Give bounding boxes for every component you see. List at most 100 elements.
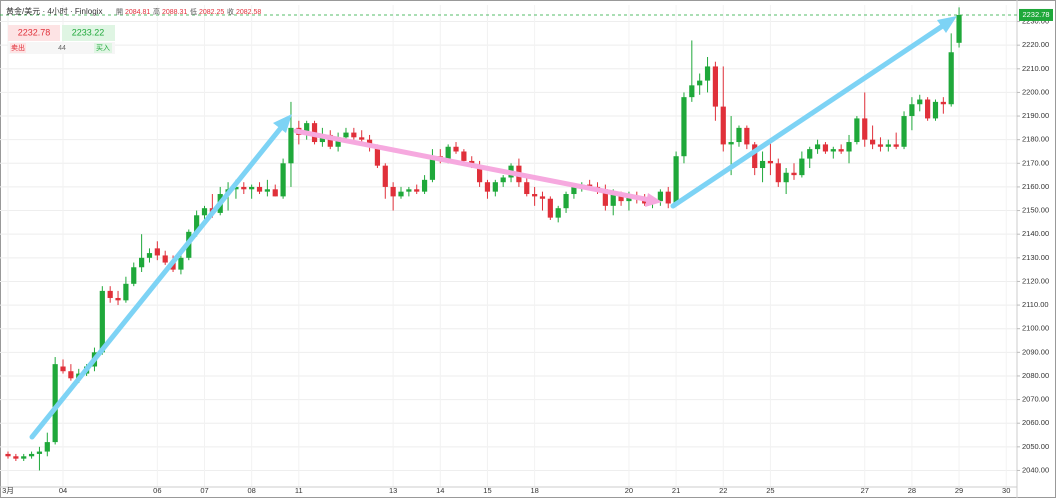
last-price-label: 2232.78 <box>1022 10 1049 19</box>
buy-tag[interactable] <box>94 43 112 53</box>
grid <box>0 5 1017 487</box>
candle-body <box>115 297 121 301</box>
candle-body <box>917 99 923 105</box>
y-tick-label: 2230.00 <box>1022 17 1049 26</box>
y-tick-label: 2220.00 <box>1022 40 1049 49</box>
x-tick-label: 04 <box>59 486 67 495</box>
candle-body <box>791 172 797 176</box>
y-tick-label: 2180.00 <box>1022 135 1049 144</box>
candle-body <box>178 257 184 270</box>
candle-body <box>862 118 868 140</box>
candle-body <box>901 116 907 147</box>
x-tick-label: 28 <box>908 486 916 495</box>
candle-body <box>822 144 829 152</box>
candle-body <box>610 194 616 206</box>
candle-body <box>571 186 577 195</box>
candle-body <box>940 101 946 105</box>
candle-body <box>814 144 821 150</box>
y-tick-label: 2200.00 <box>1022 87 1049 96</box>
candle-body <box>335 137 341 147</box>
arrow-head <box>937 16 957 33</box>
y-tick-label: 2210.00 <box>1022 64 1049 73</box>
candle-body <box>68 371 74 379</box>
candle-body <box>759 160 766 169</box>
y-tick-label: 2160.00 <box>1022 182 1049 191</box>
x-tick-label: 3月 <box>2 486 14 495</box>
arrow <box>293 128 653 203</box>
trade-widget[interactable]: 2232.78 2233.22 卖出 44 买入 <box>8 25 115 54</box>
candle-body <box>288 127 294 164</box>
candle-body <box>201 208 208 216</box>
x-tick-label: 08 <box>247 486 255 495</box>
y-tick-label: 2150.00 <box>1022 206 1049 215</box>
y-tick-label: 2100.00 <box>1022 324 1049 333</box>
y-tick-label: 2090.00 <box>1022 347 1049 356</box>
candle-body <box>909 104 915 117</box>
candle-body <box>52 364 58 443</box>
candle-body <box>28 453 35 457</box>
candle-body <box>956 14 962 43</box>
header: 黄金/美元 · 4小时 · Finlogix <box>6 6 102 16</box>
candle-body <box>877 144 884 147</box>
y-tick-label: 2040.00 <box>1022 465 1049 474</box>
candle-body <box>343 132 349 138</box>
candle-body <box>99 290 105 353</box>
sell-tag[interactable] <box>10 43 26 53</box>
buy-label: 买入 <box>96 44 110 52</box>
ohlc-value: 2082.25 <box>199 9 224 16</box>
candle-body <box>799 158 805 176</box>
candle-body <box>830 149 836 152</box>
candle-body <box>524 182 530 195</box>
y-tick-label: 2070.00 <box>1022 395 1049 404</box>
candle-body <box>492 182 498 192</box>
candle-body <box>807 149 813 159</box>
candle-body <box>697 80 703 86</box>
x-tick-label: 27 <box>861 486 869 495</box>
arrow <box>670 20 950 209</box>
candle-body <box>5 453 11 457</box>
candle-body <box>932 101 939 119</box>
symbol: 黄金/美元 · 4小时 · Finlogix <box>6 6 102 16</box>
x-tick-label: 06 <box>153 486 161 495</box>
sell-box[interactable] <box>8 25 60 41</box>
candle-body <box>162 255 168 263</box>
candle-body <box>720 106 726 145</box>
buy-price: 2233.22 <box>72 27 105 37</box>
candle-body <box>123 283 129 301</box>
candle-body <box>925 99 931 119</box>
candle-body <box>256 186 263 192</box>
y-tick-label: 2190.00 <box>1022 111 1049 120</box>
candle-body <box>327 134 333 147</box>
candle-body <box>382 165 388 187</box>
candle-body <box>44 442 50 452</box>
candle-body <box>563 194 569 209</box>
candle-body <box>131 267 137 284</box>
ohlc-value: 2084.81 <box>125 9 150 16</box>
candle-body <box>249 186 255 190</box>
candle-body <box>280 163 286 197</box>
candle-body <box>744 127 750 145</box>
candle-body <box>704 66 711 81</box>
candle-body <box>484 182 491 192</box>
candle-body <box>626 196 632 202</box>
candle-body <box>429 156 436 180</box>
x-tick-label: 25 <box>766 486 774 495</box>
candle-body <box>870 139 876 145</box>
x-tick-label: 11 <box>295 486 303 495</box>
arrow <box>29 121 287 440</box>
candle-body <box>532 194 538 197</box>
candle-body <box>752 144 758 169</box>
candle-body <box>264 189 270 192</box>
candle-body <box>602 189 608 206</box>
candle-body <box>390 186 396 197</box>
last-price-box <box>1019 8 1053 21</box>
candle-body <box>272 189 278 197</box>
candle-body <box>775 163 781 183</box>
y-tick-label: 2110.00 <box>1022 300 1049 309</box>
candle-body <box>453 146 459 152</box>
buy-box[interactable] <box>62 25 115 41</box>
candle-body <box>767 160 774 164</box>
y-tick-label: 2130.00 <box>1022 253 1049 262</box>
x-tick-label: 22 <box>719 486 727 495</box>
